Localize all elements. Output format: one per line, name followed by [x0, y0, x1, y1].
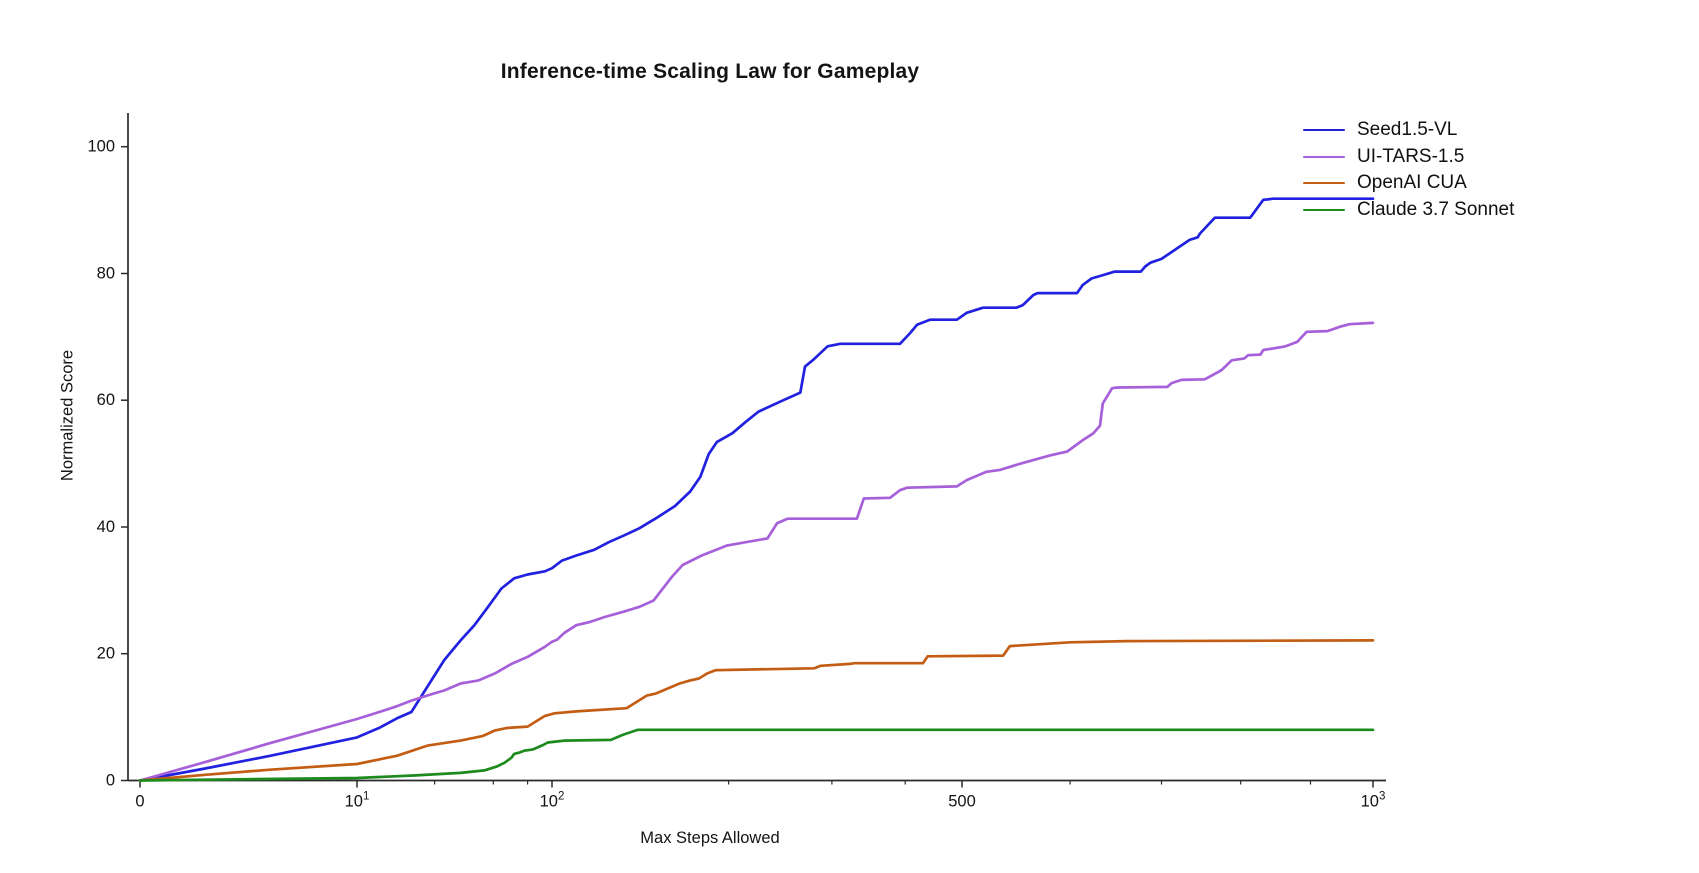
chart-title: Inference-time Scaling Law for Gameplay — [500, 60, 920, 83]
legend-item-openai-cua: OpenAI CUA — [1303, 170, 1514, 197]
x-tick-label-0: 0 — [135, 793, 144, 811]
y-tick-label-60: 60 — [97, 391, 115, 409]
legend-label: Seed1.5-VL — [1357, 119, 1458, 141]
legend-swatch-seed15-vl — [1303, 129, 1345, 132]
y-tick-label-80: 80 — [97, 265, 115, 283]
legend-swatch-claude-37-sonnet — [1303, 208, 1345, 211]
legend-swatch-ui-tars-15 — [1303, 155, 1345, 158]
legend-item-claude-37-sonnet: Claude 3.7 Sonnet — [1303, 197, 1514, 224]
y-tick-label-0: 0 — [106, 772, 115, 790]
y-tick-label-40: 40 — [97, 518, 115, 536]
legend-swatch-openai-cua — [1303, 182, 1345, 185]
legend: Seed1.5-VL UI-TARS-1.5 OpenAI CUA Claude… — [1303, 117, 1514, 223]
legend-label: Claude 3.7 Sonnet — [1357, 198, 1515, 220]
x-tick-label-103: 103 — [1361, 791, 1386, 811]
legend-label: OpenAI CUA — [1357, 172, 1467, 194]
legend-item-ui-tars-15: UI-TARS-1.5 — [1303, 144, 1514, 171]
x-tick-label-101: 101 — [345, 791, 370, 811]
x-axis-title: Max Steps Allowed — [640, 829, 780, 847]
series-line-claude-3-7-sonnet — [138, 728, 1375, 782]
series-line-openai-cua — [138, 639, 1375, 782]
y-tick-label-20: 20 — [97, 645, 115, 663]
x-tick-label-102: 102 — [540, 791, 565, 811]
x-tick-label-500: 500 — [948, 793, 976, 811]
series-line-seed1-5-vl — [138, 197, 1375, 782]
y-tick-label-100: 100 — [87, 138, 115, 156]
series-line-ui-tars-1-5 — [138, 321, 1375, 782]
y-axis-title: Normalized Score — [58, 349, 77, 482]
legend-item-seed15-vl: Seed1.5-VL — [1303, 117, 1514, 144]
legend-label: UI-TARS-1.5 — [1357, 145, 1465, 167]
axis-spines — [127, 113, 1386, 782]
